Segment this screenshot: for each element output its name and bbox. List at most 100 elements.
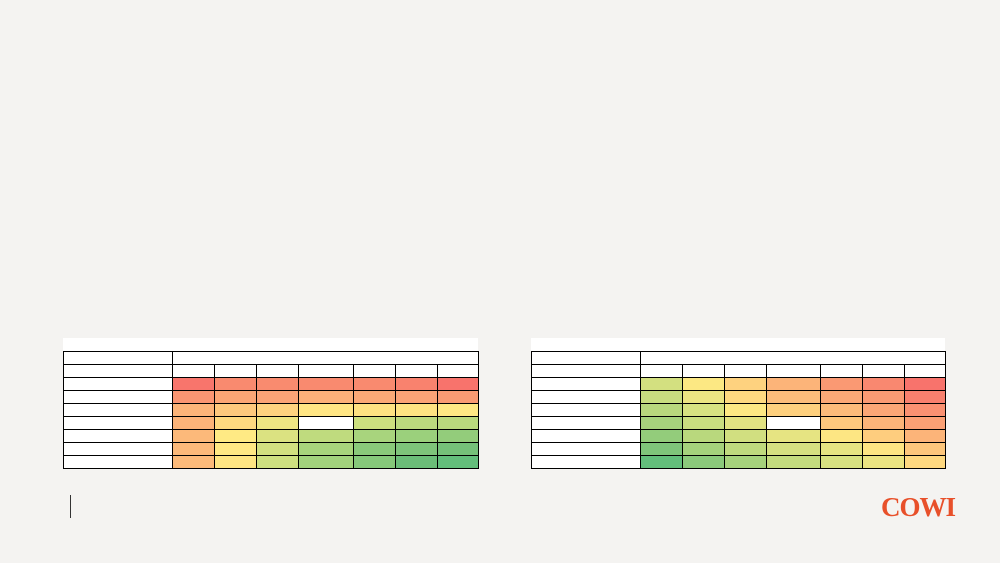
subheader-label-cell (531, 364, 641, 378)
heat-cell (724, 455, 767, 469)
row-label-cell (531, 442, 641, 456)
heat-cell (437, 429, 479, 443)
row-label-cell (531, 416, 641, 430)
heat-cell (820, 390, 863, 404)
subheader-cell (256, 364, 299, 378)
heat-cell (353, 455, 396, 469)
heat-cell (172, 390, 215, 404)
heat-cell (172, 455, 215, 469)
heat-cell (682, 390, 725, 404)
heat-cell (682, 403, 725, 417)
heat-cell (904, 403, 946, 417)
heat-cell (395, 442, 438, 456)
heat-cell (298, 429, 354, 443)
heat-cell (395, 390, 438, 404)
row-label-cell (531, 429, 641, 443)
heat-cell (766, 403, 821, 417)
heat-cell (172, 416, 215, 430)
heat-cell (298, 390, 354, 404)
heat-cell (214, 455, 257, 469)
subheader-cell (862, 364, 905, 378)
row-label-cell (63, 403, 173, 417)
heat-cell (353, 416, 396, 430)
heat-cell (766, 416, 821, 430)
heat-cell (395, 416, 438, 430)
heat-cell (256, 442, 299, 456)
heat-cell (724, 390, 767, 404)
heat-cell (682, 442, 725, 456)
heat-cell (682, 429, 725, 443)
heat-cell (766, 455, 821, 469)
heat-cell (395, 429, 438, 443)
heat-cell (256, 455, 299, 469)
heat-cell (395, 455, 438, 469)
heat-cell (256, 416, 299, 430)
subheader-cell (395, 364, 438, 378)
heat-cell (214, 429, 257, 443)
heat-cell (904, 377, 946, 391)
heat-cell (437, 442, 479, 456)
heat-cell (820, 442, 863, 456)
heat-cell (862, 429, 905, 443)
subheader-cell (640, 364, 683, 378)
heat-cell (353, 429, 396, 443)
header-label-cell (63, 351, 173, 365)
logo: COWI (881, 492, 956, 522)
heat-cell (298, 416, 354, 430)
heat-cell (862, 442, 905, 456)
row-label-cell (63, 429, 173, 443)
subheader-cell (214, 364, 257, 378)
heat-cell (437, 403, 479, 417)
row-label-cell (531, 403, 641, 417)
heat-cell (724, 429, 767, 443)
heat-cell (766, 442, 821, 456)
heat-cell (766, 377, 821, 391)
subheader-cell (682, 364, 725, 378)
row-label-cell (63, 455, 173, 469)
table-title-bar (63, 338, 478, 351)
heat-cell (682, 416, 725, 430)
heat-cell (172, 377, 215, 391)
heat-cell (724, 442, 767, 456)
row-label-cell (531, 455, 641, 469)
heat-cell (640, 403, 683, 417)
heat-cell (820, 416, 863, 430)
heat-cell (395, 403, 438, 417)
heat-cell (766, 390, 821, 404)
heat-cell (862, 390, 905, 404)
heat-cell (904, 429, 946, 443)
heat-cell (214, 377, 257, 391)
heat-cell (437, 390, 479, 404)
heat-cell (904, 416, 946, 430)
heat-cell (640, 442, 683, 456)
heat-cell (862, 455, 905, 469)
heat-cell (214, 403, 257, 417)
heat-cell (298, 455, 354, 469)
heat-cell (256, 390, 299, 404)
heat-cell (256, 403, 299, 417)
row-label-cell (63, 377, 173, 391)
heat-cell (395, 377, 438, 391)
heat-cell (214, 390, 257, 404)
heat-cell (904, 442, 946, 456)
heat-cell (437, 416, 479, 430)
header-group-cell (172, 351, 479, 365)
row-label-cell (63, 416, 173, 430)
subheader-cell (820, 364, 863, 378)
heat-cell (298, 403, 354, 417)
heat-cell (862, 416, 905, 430)
heat-cell (820, 429, 863, 443)
header-label-cell (531, 351, 641, 365)
header-group-cell (640, 351, 946, 365)
subheader-label-cell (63, 364, 173, 378)
row-label-cell (531, 390, 641, 404)
heat-cell (820, 455, 863, 469)
heat-cell (172, 442, 215, 456)
subheader-cell (172, 364, 215, 378)
heat-cell (682, 377, 725, 391)
heat-cell (640, 455, 683, 469)
heat-cell (766, 429, 821, 443)
